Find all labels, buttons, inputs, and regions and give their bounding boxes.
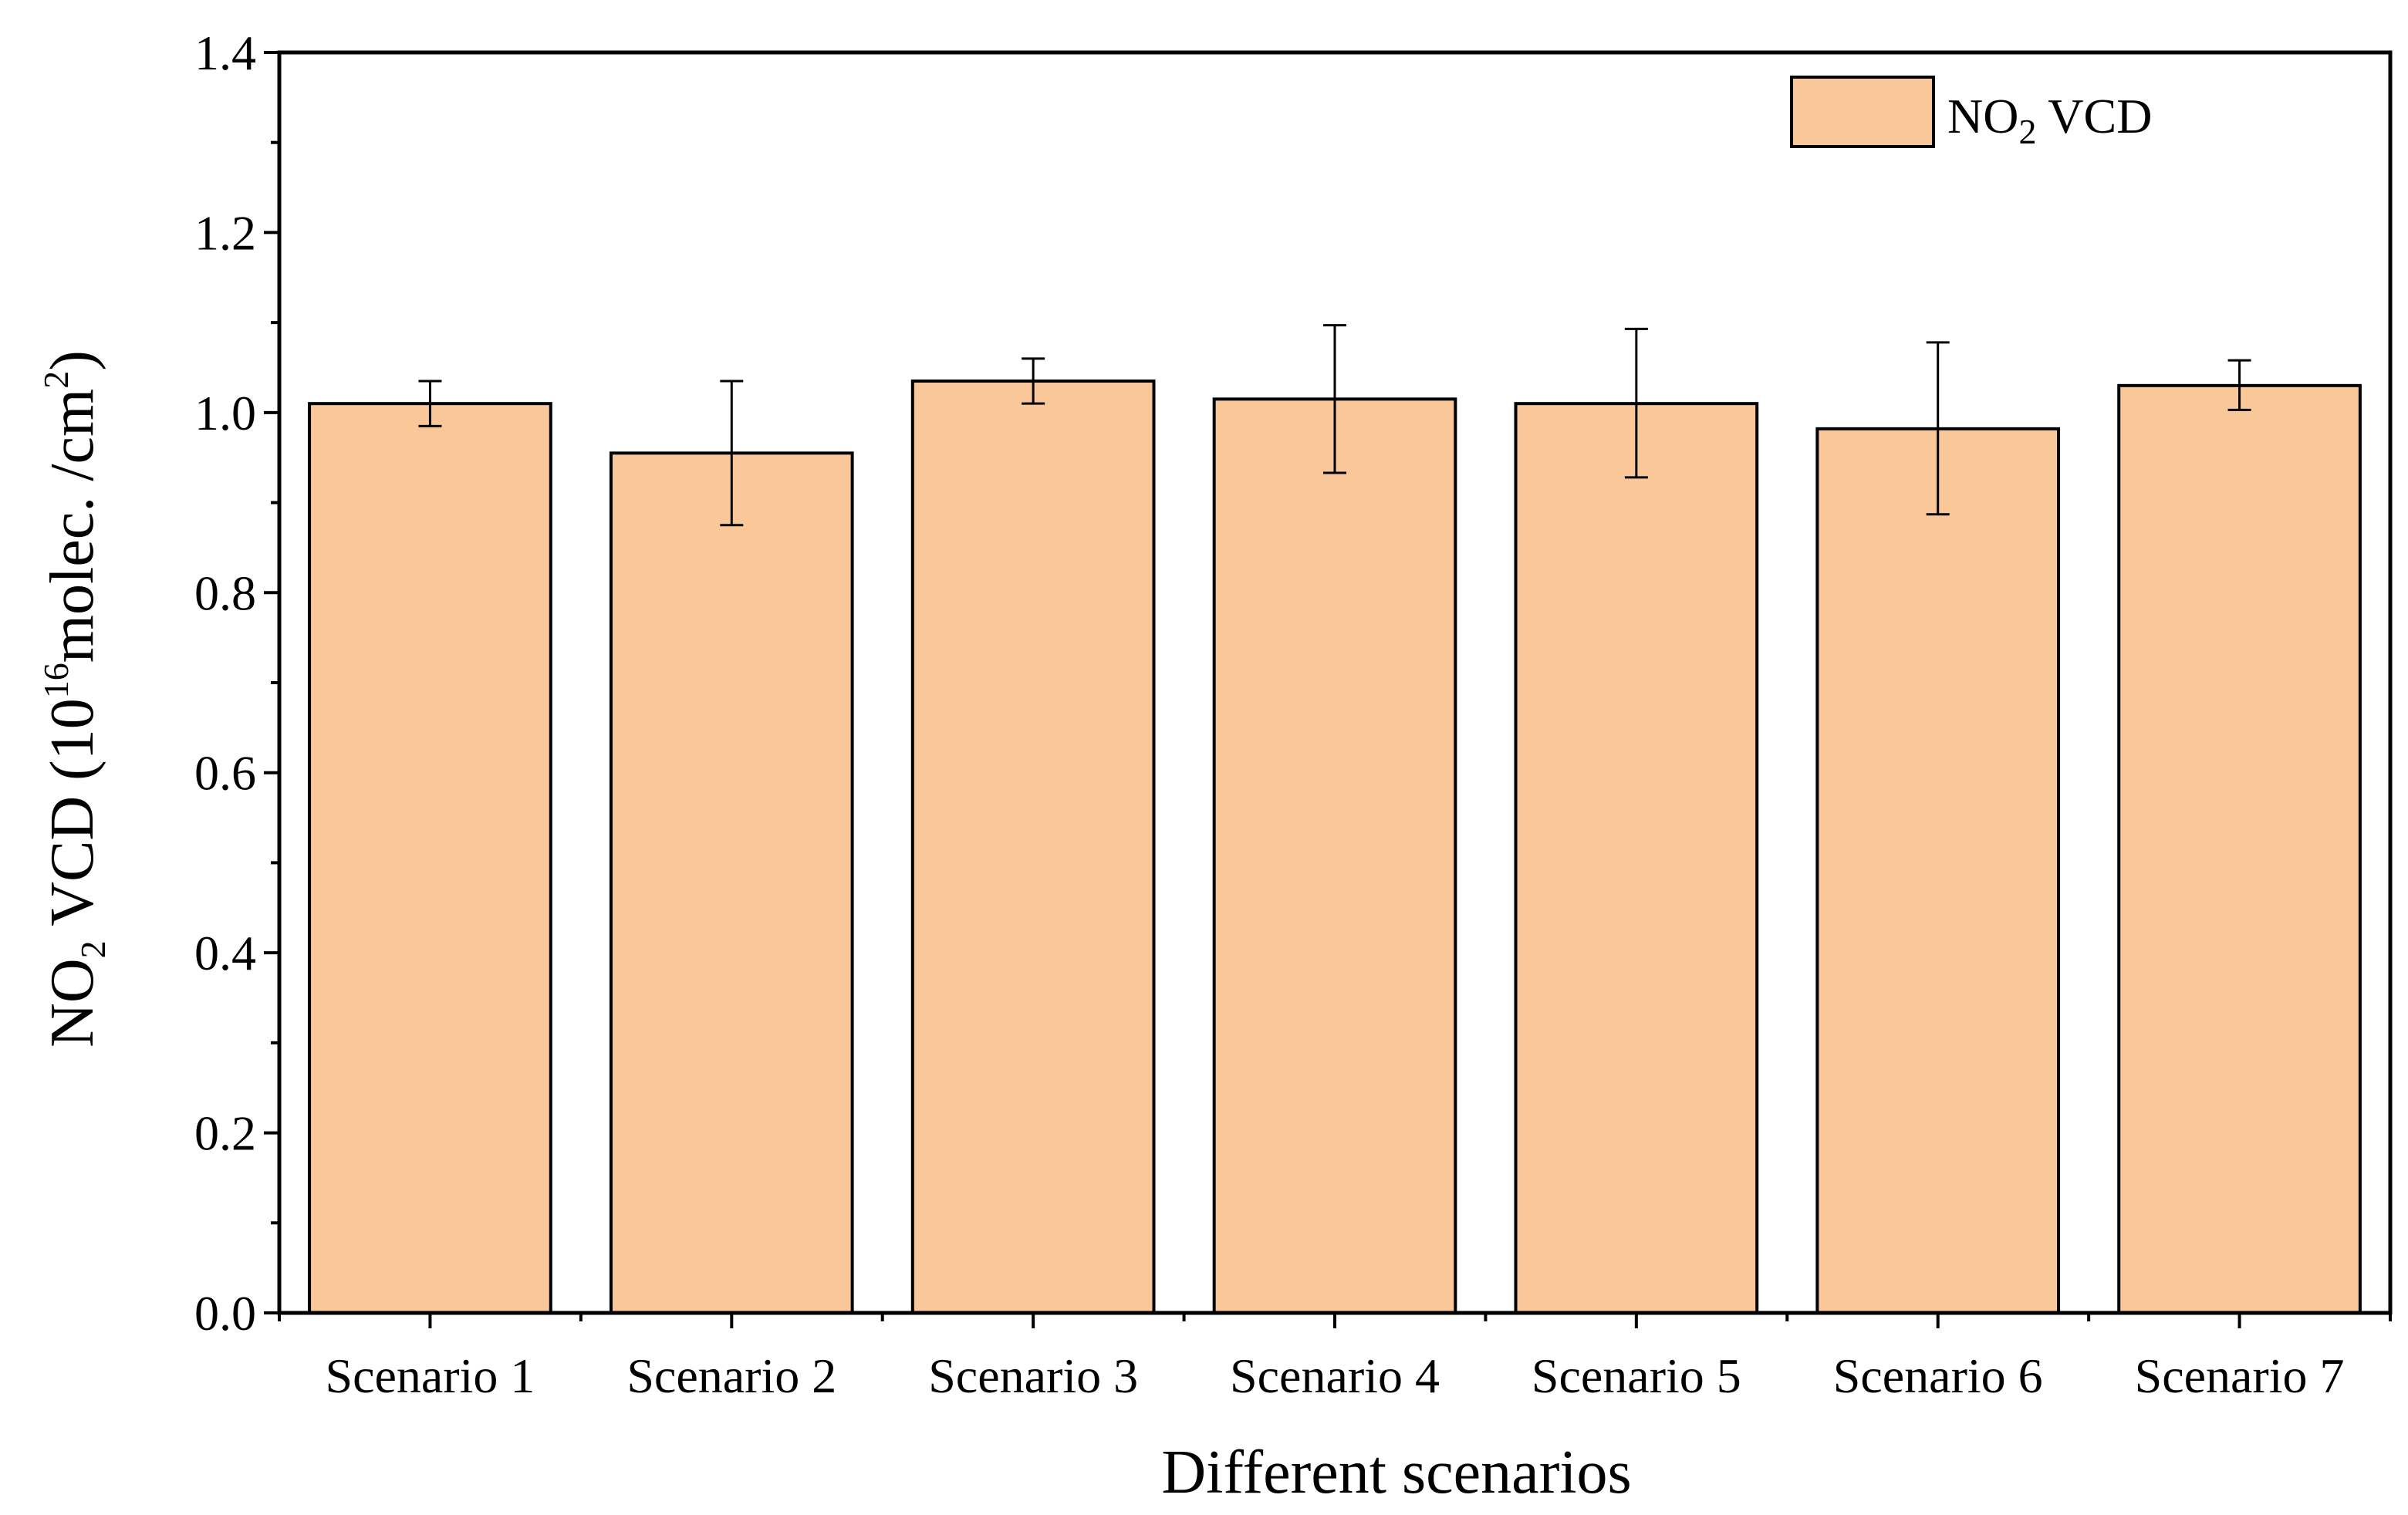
y-axis-title: NO2 VCD (1016molec. /cm2) bbox=[36, 350, 113, 1048]
y-tick-label: 1.0 bbox=[194, 386, 256, 440]
bar bbox=[308, 402, 552, 1315]
bar bbox=[609, 451, 854, 1315]
x-tick-label: Scenario 2 bbox=[626, 1348, 836, 1403]
legend-label-main: NO bbox=[1947, 89, 2018, 143]
bars-layer bbox=[308, 380, 2362, 1315]
x-axis-title: Different scenarios bbox=[1161, 1439, 1631, 1507]
bar bbox=[910, 380, 1156, 1314]
x-tick-label: Scenario 1 bbox=[325, 1348, 535, 1403]
bar bbox=[1514, 402, 1759, 1315]
y-title-end: ) bbox=[39, 350, 106, 371]
y-title-middle: VCD (10 bbox=[39, 698, 106, 940]
bar bbox=[1815, 427, 2061, 1314]
legend: NO2 VCD bbox=[1790, 76, 2152, 151]
error-bars-layer bbox=[418, 324, 2251, 527]
y-tick-label: 0.6 bbox=[194, 746, 256, 801]
legend-swatch bbox=[1790, 76, 1935, 148]
y-tick-label: 0.0 bbox=[194, 1286, 256, 1341]
y-tick-label: 0.4 bbox=[194, 926, 256, 980]
y-title-sup1: 16 bbox=[36, 663, 76, 698]
y-tick-label: 1.4 bbox=[194, 25, 256, 80]
y-tick-label: 0.2 bbox=[194, 1106, 256, 1161]
bar bbox=[2117, 383, 2362, 1314]
y-tick-label: 1.2 bbox=[194, 205, 256, 260]
bar bbox=[1212, 397, 1457, 1314]
y-tick-label: 0.8 bbox=[194, 565, 256, 620]
x-tick-label: Scenario 3 bbox=[928, 1348, 1138, 1403]
x-ticks-layer: Scenario 1 Scenario 2 Scenario 3 Scenario 4… bbox=[278, 1313, 2392, 1403]
legend-label-rest: VCD bbox=[2036, 89, 2152, 143]
x-tick-label: Scenario 7 bbox=[2135, 1348, 2345, 1403]
x-tick-label: Scenario 5 bbox=[1532, 1348, 1741, 1403]
y-title-rest: molec. /cm bbox=[39, 389, 106, 663]
y-title-prefix: NO bbox=[39, 958, 106, 1048]
y-ticks-layer: 0.0 0.2 0.4 0.6 0.8 1.0 1.2 1.4 bbox=[194, 25, 279, 1341]
y-title-sub: 2 bbox=[73, 940, 113, 958]
y-title-sup2: 2 bbox=[36, 371, 76, 389]
x-tick-label: Scenario 4 bbox=[1230, 1348, 1440, 1403]
x-tick-label: Scenario 6 bbox=[1833, 1348, 2043, 1403]
legend-label: NO2 VCD bbox=[1947, 89, 2152, 151]
legend-label-sub: 2 bbox=[2018, 112, 2036, 151]
